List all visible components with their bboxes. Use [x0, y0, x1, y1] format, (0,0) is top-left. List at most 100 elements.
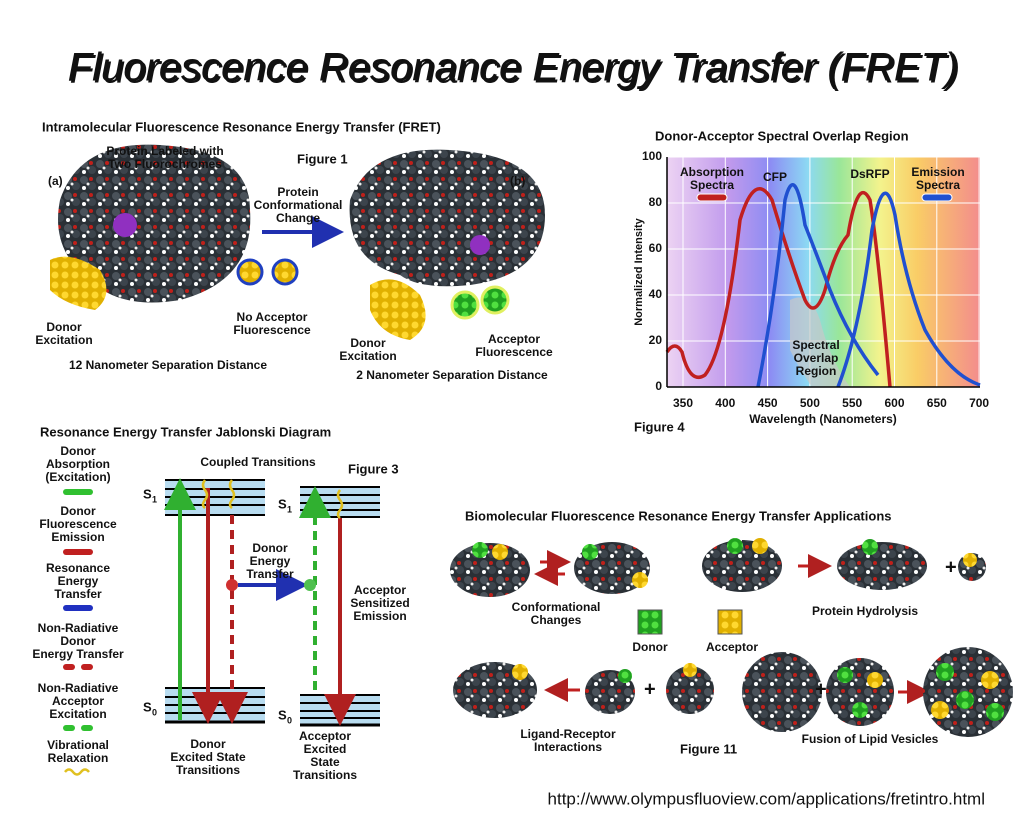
label: 2 Nanometer Separation Distance: [356, 368, 548, 382]
axis-label: Wavelength (Nanometers): [749, 412, 897, 426]
label: Protein: [277, 185, 318, 199]
label: State: [310, 755, 340, 769]
figure-label: Figure 1: [297, 151, 348, 166]
label: Excitation: [35, 333, 92, 347]
x-tick-label: 400: [715, 396, 735, 410]
label: Excited State: [170, 750, 246, 764]
curve-label: CFP: [763, 170, 787, 184]
label: No Acceptor: [237, 310, 308, 324]
y-tick-label: 60: [649, 241, 663, 255]
figure-heading: Intramolecular Fluorescence Resonance En…: [42, 119, 441, 134]
label: Ligand-Receptor: [520, 727, 616, 741]
x-tick-label: 600: [884, 396, 904, 410]
curve-label: Emission: [911, 165, 964, 179]
x-tick-label: 550: [842, 396, 862, 410]
label: Acceptor: [706, 640, 758, 654]
label: Acceptor: [488, 332, 540, 346]
legend-text: Non-Radiative: [38, 621, 119, 635]
label: Acceptor: [299, 729, 351, 743]
legend-text: Energy: [58, 574, 99, 588]
label: Transitions: [176, 763, 240, 777]
label: Excitation: [339, 349, 396, 363]
label: Donor: [46, 320, 82, 334]
label: Changes: [531, 613, 582, 627]
panel-label: (a): [48, 174, 63, 188]
legend-text: Donor: [60, 634, 96, 648]
figure-heading: Donor-Acceptor Spectral Overlap Region: [655, 128, 909, 143]
state-index: 0: [287, 715, 292, 725]
label: Transitions: [293, 768, 357, 782]
curve-label: Spectra: [690, 178, 734, 192]
curve-label: Absorption: [680, 165, 744, 179]
slide-title: Fluorescence Resonance Energy Transfer (…: [70, 48, 961, 92]
label: Emission: [353, 609, 406, 623]
state-label: S: [143, 699, 152, 714]
region-label: Region: [796, 364, 837, 378]
label: Acceptor: [354, 583, 406, 597]
label: Energy: [250, 554, 291, 568]
label: Conformational: [512, 600, 601, 614]
legend-text: Absorption: [46, 457, 110, 471]
legend-text: Relaxation: [48, 751, 109, 765]
plus-sign: +: [945, 556, 957, 578]
state-label: S: [278, 707, 287, 722]
legend-text: Resonance: [46, 561, 110, 575]
x-tick-label: 350: [673, 396, 693, 410]
state-label: S: [143, 486, 152, 501]
label: Transfer: [246, 567, 294, 581]
label: Change: [276, 211, 320, 225]
plus-sign: +: [815, 678, 827, 700]
region-label: Overlap: [794, 351, 839, 365]
plus-sign: +: [644, 678, 656, 700]
state-label: S: [278, 496, 287, 511]
figure11-art: + + +: [450, 538, 1013, 737]
label: Donor: [350, 336, 386, 350]
label: Excited: [304, 742, 347, 756]
figure-label: Figure 4: [634, 419, 685, 434]
legend-text: Non-Radiative: [38, 681, 119, 695]
legend-text: (Excitation): [45, 470, 110, 484]
x-tick-label: 500: [800, 396, 820, 410]
y-tick-label: 100: [642, 149, 662, 163]
legend-text: Emission: [51, 530, 104, 544]
y-tick-label: 80: [649, 195, 663, 209]
label: Donor: [190, 737, 226, 751]
x-tick-label: 650: [927, 396, 947, 410]
figure-label: Figure 11: [680, 741, 737, 756]
label: Interactions: [534, 740, 602, 754]
label: Two Fluorochromes: [108, 157, 222, 171]
curve-label: Spectra: [916, 178, 960, 192]
figure-label: Figure 3: [348, 461, 399, 476]
axis-label: Normalized Intensity: [633, 217, 645, 325]
x-tick-label: 700: [969, 396, 989, 410]
legend-text: Donor: [60, 504, 96, 518]
figure-heading: Resonance Energy Transfer Jablonski Diag…: [40, 424, 331, 439]
x-tick-label: 450: [758, 396, 778, 410]
label: Fluorescence: [233, 323, 311, 337]
legend-text: Donor: [60, 444, 96, 458]
label: Protein Labeled with: [106, 144, 223, 158]
y-tick-label: 20: [649, 333, 663, 347]
state-index: 0: [152, 707, 157, 717]
legend-text: Vibrational: [47, 738, 109, 752]
state-index: 1: [287, 504, 292, 514]
label: Fluorescence: [475, 345, 553, 359]
legend-text: Acceptor: [52, 694, 104, 708]
label: Donor: [252, 541, 288, 555]
source-url: http://www.olympusfluoview.com/applicati…: [548, 789, 985, 808]
figure-heading: Biomolecular Fluorescence Resonance Ener…: [465, 508, 892, 523]
curve-label: DsRFP: [850, 167, 889, 181]
label: Coupled Transitions: [200, 455, 316, 469]
region-label: Spectral: [792, 338, 839, 352]
figure1-art: [50, 144, 545, 340]
label: Donor: [632, 640, 668, 654]
y-tick-label: 40: [649, 287, 663, 301]
legend-text: Energy Transfer: [32, 647, 124, 661]
label: 12 Nanometer Separation Distance: [69, 358, 267, 372]
y-tick-label: 0: [655, 379, 662, 393]
figure3-art: [63, 478, 380, 776]
legend-text: Fluorescence: [39, 517, 117, 531]
label: Fusion of Lipid Vesicles: [802, 732, 939, 746]
label: Sensitized: [350, 596, 409, 610]
